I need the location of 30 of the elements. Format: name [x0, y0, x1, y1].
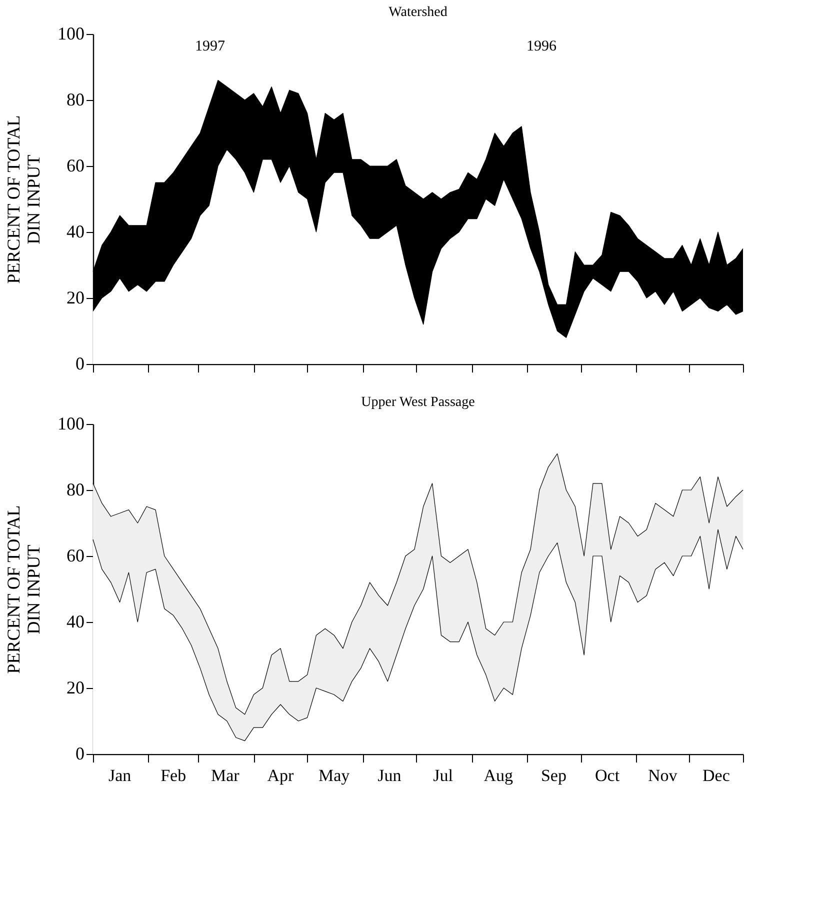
x-tick-label: Feb — [160, 766, 186, 785]
y-tick-label: 0 — [76, 354, 84, 374]
y-tick-label: 60 — [66, 156, 84, 176]
y-tick-label: 80 — [66, 480, 84, 500]
x-tick-label: Mar — [210, 766, 240, 785]
x-tick-label: Sep — [540, 766, 566, 785]
y-tick-label: 60 — [66, 546, 84, 566]
x-tick-label: Oct — [595, 766, 620, 785]
chart-title: Upper West Passage — [361, 395, 475, 410]
annotation: 1996 — [526, 38, 557, 55]
y-tick-label: 100 — [58, 414, 84, 434]
y-tick-label: 20 — [66, 288, 84, 308]
y-tick-label: 100 — [58, 24, 84, 44]
x-tick-label: Apr — [267, 766, 294, 785]
y-axis-title: PERCENT OF TOTAL DIN INPUT — [4, 505, 44, 674]
y-tick-label: 40 — [66, 222, 84, 242]
y-tick-label: 0 — [76, 744, 84, 764]
x-tick-label: Nov — [648, 766, 678, 785]
y-tick-label: 40 — [66, 612, 84, 632]
x-tick-label: May — [318, 766, 350, 785]
y-tick-label: 20 — [66, 678, 84, 698]
y-axis-title: PERCENT OF TOTAL DIN INPUT — [4, 115, 44, 284]
x-tick-label: Dec — [702, 766, 730, 785]
x-tick-label: Jun — [378, 766, 402, 785]
x-tick-label: Jan — [108, 766, 132, 785]
y-tick-label: 80 — [66, 90, 84, 110]
chart-title: Watershed — [388, 5, 448, 20]
annotation: 1997 — [195, 38, 226, 55]
x-tick-label: Aug — [484, 766, 514, 785]
x-tick-label: Jul — [433, 766, 454, 785]
